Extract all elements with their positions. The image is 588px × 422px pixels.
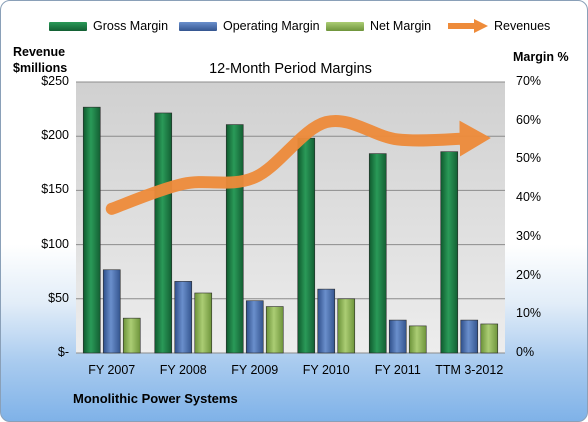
legend-item-operating-margin: Operating Margin (179, 17, 320, 35)
bar-operating-margin-4 (388, 319, 407, 354)
bar-gross-margin-3 (297, 137, 316, 354)
right-tick-label-3: 30% (516, 228, 542, 243)
right-tick-label-1: 10% (516, 306, 542, 321)
bar-gross-margin-0 (82, 106, 101, 354)
company-name: Monolithic Power Systems (73, 391, 238, 406)
legend-item-net-margin: Net Margin (326, 17, 431, 35)
legend-item-revenues: Revenues (446, 17, 550, 35)
left-axis-title-line1: Revenue (13, 45, 66, 59)
legend-item-gross-margin: Gross Margin (49, 17, 168, 35)
x-tick-label-4: FY 2011 (374, 363, 421, 377)
bar-operating-margin-0 (102, 269, 121, 354)
right-axis-title: Margin % (513, 50, 569, 64)
x-tick-label-5: TTM 3-2012 (435, 363, 504, 377)
legend-label-operating-margin: Operating Margin (223, 19, 320, 33)
right-tick-label-5: 50% (516, 151, 542, 166)
legend-label-gross-margin: Gross Margin (93, 19, 169, 33)
legend: Gross Margin Operating Margin Net Margin… (1, 17, 587, 35)
bar-net-margin-1 (194, 292, 213, 354)
bar-gross-margin-2 (225, 124, 244, 354)
bar-operating-margin-5 (460, 319, 479, 354)
legend-swatch-revenues (448, 19, 488, 33)
x-tick-label-2: FY 2009 (231, 363, 279, 377)
left-tick-label-2: $100 (41, 236, 69, 251)
legend-label-net-margin: Net Margin (370, 19, 432, 33)
bar-operating-margin-1 (174, 281, 193, 354)
left-tick-label-1: $50 (48, 290, 69, 305)
bar-operating-margin-2 (245, 300, 264, 354)
bar-net-margin-2 (265, 306, 284, 354)
left-tick-label-0: $- (57, 345, 69, 359)
series-line-revenues (105, 114, 491, 215)
right-tick-label-0: 0% (516, 345, 535, 359)
right-tick-label-7: 70% (516, 74, 542, 88)
left-axis-title-line2: $millions (13, 61, 68, 75)
legend-swatch-gross-margin (49, 21, 87, 31)
bar-net-margin-4 (408, 325, 427, 354)
bar-net-margin-5 (480, 323, 499, 354)
x-tick-label-0: FY 2007 (88, 363, 136, 377)
plot-area (76, 82, 505, 353)
bar-gross-margin-5 (440, 151, 459, 354)
left-tick-label-4: $200 (41, 128, 69, 143)
legend-swatch-net-margin (326, 21, 364, 31)
left-tick-label-5: $250 (41, 74, 69, 88)
left-tick-label-3: $150 (41, 182, 69, 197)
right-tick-label-6: 60% (516, 112, 542, 127)
right-tick-label-4: 40% (516, 190, 542, 205)
bar-gross-margin-4 (368, 153, 387, 354)
x-tick-label-3: FY 2010 (302, 363, 350, 377)
legend-swatch-operating-margin (179, 21, 217, 31)
bar-operating-margin-3 (317, 288, 336, 354)
bar-net-margin-0 (122, 317, 141, 354)
x-tick-label-1: FY 2008 (159, 363, 207, 377)
right-tick-label-2: 20% (516, 267, 542, 282)
legend-label-revenues: Revenues (494, 19, 551, 33)
bar-gross-margin-1 (154, 112, 173, 354)
chart-title: 12-Month Period Margins (209, 61, 372, 77)
bar-net-margin-3 (337, 298, 356, 354)
